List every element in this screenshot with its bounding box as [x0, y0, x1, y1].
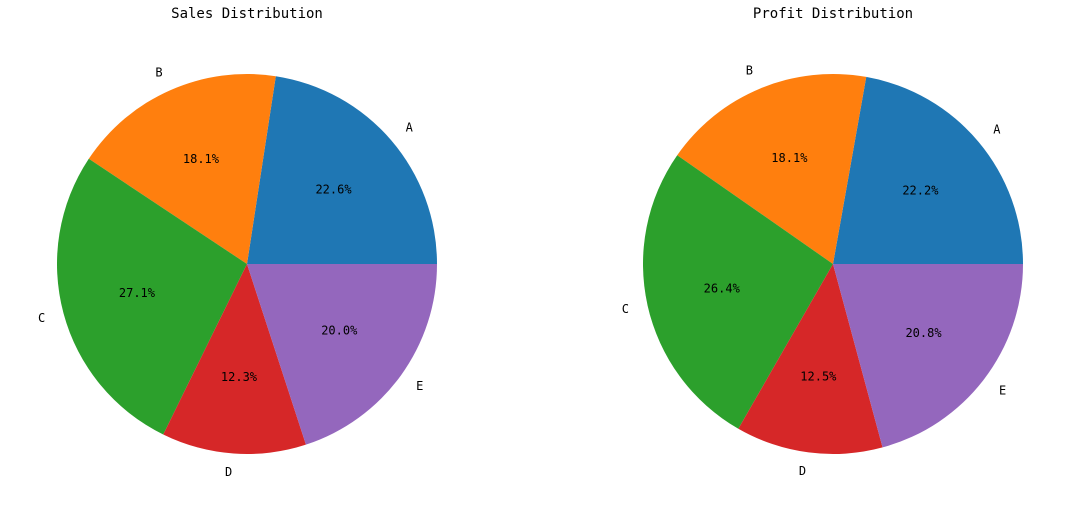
- slice-label: A: [406, 120, 414, 134]
- value-label: 26.4%: [704, 281, 741, 295]
- chart-title: Profit Distribution: [753, 6, 913, 22]
- value-label: 12.3%: [221, 370, 258, 384]
- value-label: 20.8%: [905, 326, 942, 340]
- pie-slice: [677, 73, 867, 264]
- chart-title: Sales Distribution: [171, 6, 323, 22]
- slice-label: A: [993, 122, 1001, 136]
- pie-slice: [247, 76, 437, 265]
- slice-label: B: [746, 63, 753, 77]
- value-label: 18.1%: [183, 152, 220, 166]
- pie-slice: [833, 264, 1023, 448]
- pie-slice: [163, 264, 306, 455]
- slice-label: C: [38, 311, 45, 325]
- slice-label: E: [999, 384, 1006, 398]
- value-label: 22.6%: [315, 182, 352, 196]
- pie-slice: [88, 74, 276, 264]
- value-label: 12.5%: [800, 370, 837, 384]
- slice-label: D: [225, 465, 232, 479]
- value-label: 27.1%: [119, 286, 156, 300]
- pie-slice: [738, 264, 883, 454]
- slice-label: D: [799, 464, 806, 478]
- value-label: 22.2%: [902, 183, 939, 197]
- pie-slice: [642, 155, 833, 429]
- pie-slice: [833, 76, 1023, 265]
- pie-slice: [56, 158, 247, 435]
- slice-label: E: [416, 379, 423, 393]
- pie-slice: [247, 264, 438, 445]
- slice-label: B: [155, 65, 162, 79]
- value-label: 20.0%: [321, 323, 358, 337]
- value-label: 18.1%: [771, 151, 808, 165]
- slice-label: C: [622, 302, 629, 316]
